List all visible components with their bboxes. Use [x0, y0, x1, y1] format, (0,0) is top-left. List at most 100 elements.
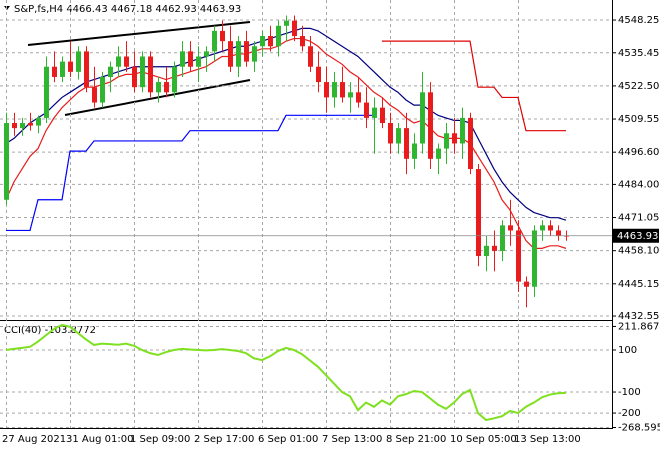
candle-body: [404, 128, 409, 159]
y-tick-label: 100: [618, 345, 637, 356]
candle-body: [460, 117, 465, 144]
y-tick-label: 4484.00: [618, 179, 659, 190]
candle-body: [52, 66, 57, 77]
candle-body: [340, 82, 345, 98]
y-tick-label: 4458.10: [618, 246, 659, 257]
y-tick-label: 4548.25: [618, 15, 659, 26]
x-tick-label: 27 Aug 2021: [2, 434, 66, 445]
candle-body: [516, 230, 521, 282]
candle-body: [252, 46, 257, 62]
indicator-title: CCI(40) -103.8772: [4, 325, 96, 336]
y-tick-label: 4535.45: [618, 48, 659, 59]
x-tick-label: 10 Sep 05:00: [450, 434, 517, 445]
y-tick-label: 4432.55: [618, 311, 659, 322]
candle-body: [508, 225, 513, 231]
x-tick-label: 7 Sep 13:00: [322, 434, 382, 445]
candle-body: [540, 225, 545, 231]
candle-body: [76, 51, 81, 72]
candle-body: [364, 102, 369, 118]
candle-body: [348, 92, 353, 98]
candle-body: [284, 20, 289, 26]
candle-body: [124, 56, 129, 67]
candle-body: [396, 128, 401, 144]
candle-body: [524, 281, 529, 287]
candle-body: [92, 87, 97, 103]
candle-body: [36, 117, 41, 126]
indicator-line: [6, 114, 374, 232]
candle-body: [260, 36, 265, 47]
candle-body: [308, 46, 313, 67]
last-price-box: [613, 228, 659, 243]
candle-body: [20, 123, 25, 129]
y-tick-label: 4471.05: [618, 213, 659, 224]
candle-body: [292, 20, 297, 37]
candle-body: [196, 56, 201, 67]
y-tick-label: -268.5952: [618, 422, 660, 433]
y-tick-label: 4522.50: [618, 81, 659, 92]
candle-body: [236, 41, 241, 67]
candle-body: [372, 107, 377, 118]
candle-body: [548, 225, 553, 231]
candle-body: [484, 245, 489, 257]
candle-body: [44, 66, 49, 118]
candle-body: [436, 148, 441, 159]
candle-body: [60, 61, 65, 77]
candle-body: [228, 41, 233, 67]
trendline: [64, 79, 251, 116]
candle-body: [316, 66, 321, 83]
candle-body: [28, 123, 33, 126]
chart-title: S&P,fs,H4 4466.43 4467.18 4462.93 4463.9…: [14, 4, 241, 15]
candle-body: [532, 230, 537, 287]
y-tick-label: -200: [618, 408, 641, 419]
x-tick-label: 8 Sep 21:00: [386, 434, 446, 445]
candle-body: [220, 30, 225, 42]
indicator-line: [382, 40, 566, 132]
candle-body: [172, 66, 177, 93]
last-price-label: 4463.93: [617, 231, 658, 242]
y-tick-label: -100: [618, 387, 641, 398]
candle-body: [388, 123, 393, 144]
x-tick-label: 13 Sep 13:00: [514, 434, 581, 445]
candle-body: [428, 92, 433, 159]
candle-body: [412, 143, 417, 159]
candle-body: [140, 56, 145, 88]
candle-body: [420, 92, 425, 144]
x-tick-label: 6 Sep 01:00: [258, 434, 318, 445]
candle-body: [268, 36, 273, 47]
candle-body: [108, 66, 113, 77]
candle-body: [276, 25, 281, 47]
cci-line: [5, 323, 567, 422]
candle-body: [244, 41, 249, 62]
candle-body: [332, 82, 337, 98]
candle-body: [188, 51, 193, 67]
y-tick-label: 4509.55: [618, 114, 659, 125]
candle-body: [4, 123, 9, 200]
y-tick-label: 4496.60: [618, 147, 659, 158]
candle-body: [100, 76, 105, 103]
candle-body: [148, 56, 153, 93]
candle-body: [556, 230, 561, 236]
candle-body: [468, 117, 473, 170]
x-tick-label: 1 Sep 09:00: [130, 434, 190, 445]
candle-body: [164, 82, 169, 93]
candle-body: [212, 30, 217, 52]
candle-body: [324, 82, 329, 98]
candle-body: [204, 51, 209, 57]
candle-body: [452, 133, 457, 144]
candle-body: [84, 51, 89, 88]
y-tick-label: 4445.15: [618, 279, 659, 290]
candle-body: [156, 82, 161, 93]
candle-body: [132, 66, 137, 88]
candle-body: [68, 61, 73, 72]
x-tick-label: 31 Aug 01:00: [66, 434, 133, 445]
trendline: [27, 21, 251, 46]
candle-body: [116, 56, 121, 67]
candle-body: [356, 92, 361, 103]
x-tick-label: 2 Sep 17:00: [194, 434, 254, 445]
candle-body: [300, 36, 305, 47]
candle-body: [12, 123, 17, 129]
candle-body: [444, 133, 449, 149]
